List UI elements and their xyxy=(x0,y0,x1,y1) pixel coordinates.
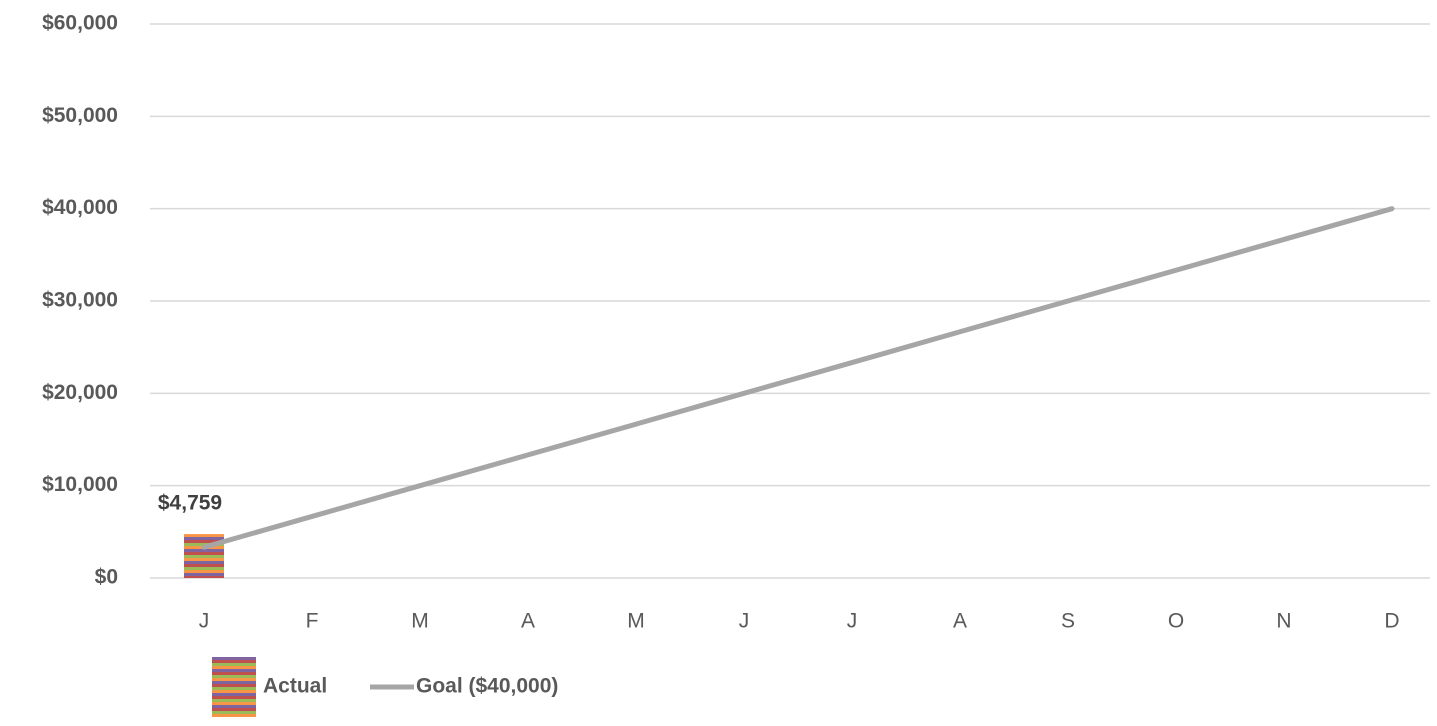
x-tick-label: M xyxy=(411,610,429,633)
data-label: $4,759 xyxy=(158,492,222,515)
y-tick-label: $40,000 xyxy=(42,196,118,219)
y-tick-label: $50,000 xyxy=(42,104,118,127)
x-tick-label: J xyxy=(847,610,858,633)
x-tick-label: S xyxy=(1061,610,1075,633)
legend-swatch xyxy=(212,657,256,717)
legend-label: Goal ($40,000) xyxy=(416,675,558,698)
x-tick-label: J xyxy=(199,610,210,633)
legend-label: Actual xyxy=(263,675,327,698)
goal-line xyxy=(201,206,1395,550)
y-tick-label: $30,000 xyxy=(42,289,118,312)
y-tick-label: $0 xyxy=(95,566,118,589)
x-tick-label: A xyxy=(953,610,967,633)
y-tick-label: $20,000 xyxy=(42,381,118,404)
y-tick-label: $60,000 xyxy=(42,12,118,35)
x-tick-label: A xyxy=(521,610,535,633)
x-tick-label: O xyxy=(1168,610,1184,633)
x-tick-label: D xyxy=(1384,610,1399,633)
x-tick-label: J xyxy=(739,610,750,633)
y-tick-label: $10,000 xyxy=(42,473,118,496)
x-tick-label: M xyxy=(627,610,645,633)
x-tick-label: N xyxy=(1276,610,1291,633)
x-tick-label: F xyxy=(306,610,319,633)
